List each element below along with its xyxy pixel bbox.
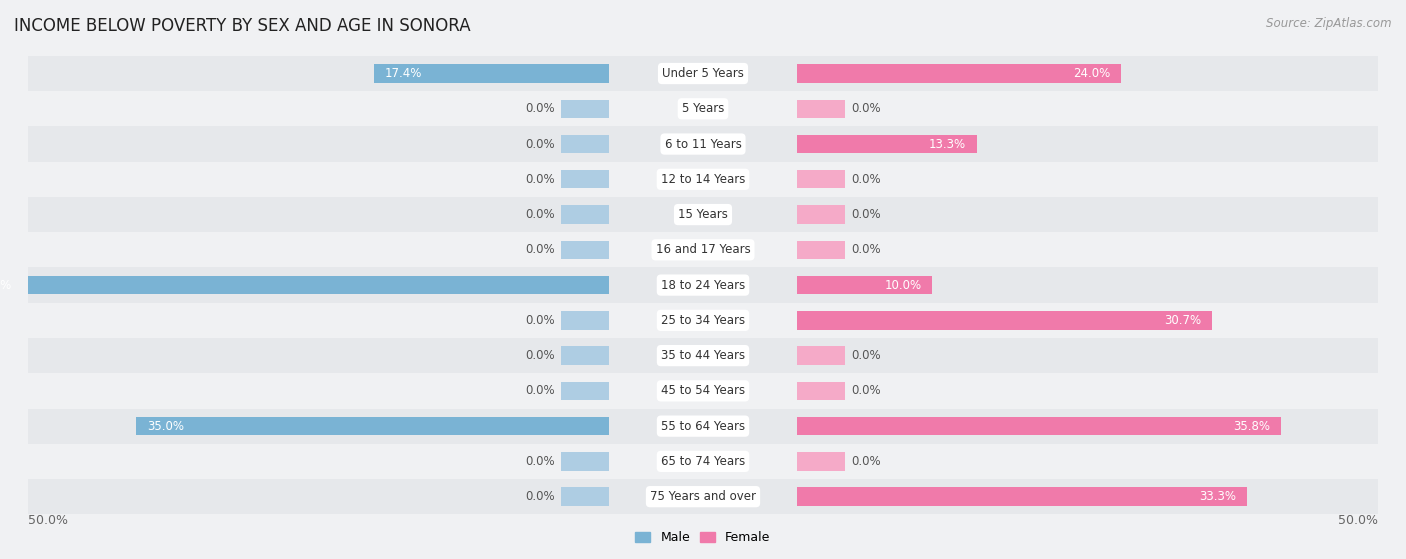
Bar: [797, 205, 845, 224]
Text: 35 to 44 Years: 35 to 44 Years: [661, 349, 745, 362]
Text: 15 Years: 15 Years: [678, 208, 728, 221]
Text: 0.0%: 0.0%: [524, 385, 554, 397]
Text: 30.7%: 30.7%: [1164, 314, 1201, 327]
Text: Under 5 Years: Under 5 Years: [662, 67, 744, 80]
Bar: [136, 417, 609, 435]
Bar: [797, 452, 845, 471]
Bar: [561, 311, 609, 329]
Bar: [561, 100, 609, 118]
Bar: [28, 162, 1378, 197]
Bar: [28, 373, 1378, 409]
Text: 10.0%: 10.0%: [884, 278, 922, 292]
Bar: [561, 170, 609, 188]
Text: 0.0%: 0.0%: [852, 243, 882, 257]
Text: Source: ZipAtlas.com: Source: ZipAtlas.com: [1267, 17, 1392, 30]
Bar: [797, 135, 977, 153]
Text: 45 to 54 Years: 45 to 54 Years: [661, 385, 745, 397]
Bar: [28, 197, 1378, 232]
Text: 5 Years: 5 Years: [682, 102, 724, 115]
Text: 17.4%: 17.4%: [384, 67, 422, 80]
Text: 0.0%: 0.0%: [852, 385, 882, 397]
Text: 0.0%: 0.0%: [524, 314, 554, 327]
Text: 33.3%: 33.3%: [1199, 490, 1236, 503]
Bar: [374, 64, 609, 83]
Bar: [797, 487, 1247, 506]
Text: 55 to 64 Years: 55 to 64 Years: [661, 420, 745, 433]
Text: 50.0%: 50.0%: [1339, 514, 1378, 527]
Bar: [797, 241, 845, 259]
Text: 0.0%: 0.0%: [524, 173, 554, 186]
Bar: [797, 170, 845, 188]
Bar: [28, 232, 1378, 267]
Bar: [561, 452, 609, 471]
Bar: [561, 347, 609, 365]
Text: 65 to 74 Years: 65 to 74 Years: [661, 455, 745, 468]
Bar: [28, 303, 1378, 338]
Text: 0.0%: 0.0%: [852, 102, 882, 115]
Bar: [797, 64, 1122, 83]
Bar: [561, 382, 609, 400]
Bar: [0, 276, 609, 294]
Bar: [28, 91, 1378, 126]
Text: 75 Years and over: 75 Years and over: [650, 490, 756, 503]
Bar: [797, 276, 932, 294]
Bar: [28, 409, 1378, 444]
Text: 0.0%: 0.0%: [524, 243, 554, 257]
Text: 0.0%: 0.0%: [852, 208, 882, 221]
Bar: [28, 56, 1378, 91]
Bar: [561, 135, 609, 153]
Bar: [797, 311, 1212, 329]
Text: 24.0%: 24.0%: [1073, 67, 1111, 80]
Bar: [28, 267, 1378, 303]
Bar: [28, 479, 1378, 514]
Text: 0.0%: 0.0%: [852, 173, 882, 186]
Text: 0.0%: 0.0%: [524, 208, 554, 221]
Legend: Male, Female: Male, Female: [630, 526, 776, 549]
Text: 12 to 14 Years: 12 to 14 Years: [661, 173, 745, 186]
Text: 18 to 24 Years: 18 to 24 Years: [661, 278, 745, 292]
Text: 0.0%: 0.0%: [524, 349, 554, 362]
Bar: [561, 241, 609, 259]
Text: 47.8%: 47.8%: [0, 278, 11, 292]
Text: 16 and 17 Years: 16 and 17 Years: [655, 243, 751, 257]
Text: 35.8%: 35.8%: [1233, 420, 1270, 433]
Text: 0.0%: 0.0%: [524, 138, 554, 150]
Bar: [561, 487, 609, 506]
Text: 6 to 11 Years: 6 to 11 Years: [665, 138, 741, 150]
Bar: [797, 417, 1281, 435]
Text: 0.0%: 0.0%: [524, 490, 554, 503]
Text: 25 to 34 Years: 25 to 34 Years: [661, 314, 745, 327]
Text: 0.0%: 0.0%: [524, 102, 554, 115]
Text: 13.3%: 13.3%: [929, 138, 966, 150]
Text: 0.0%: 0.0%: [852, 349, 882, 362]
Text: 0.0%: 0.0%: [852, 455, 882, 468]
Bar: [797, 382, 845, 400]
Bar: [561, 205, 609, 224]
Bar: [28, 126, 1378, 162]
Bar: [28, 338, 1378, 373]
Bar: [797, 347, 845, 365]
Text: INCOME BELOW POVERTY BY SEX AND AGE IN SONORA: INCOME BELOW POVERTY BY SEX AND AGE IN S…: [14, 17, 471, 35]
Bar: [797, 100, 845, 118]
Bar: [28, 444, 1378, 479]
Text: 50.0%: 50.0%: [28, 514, 67, 527]
Text: 0.0%: 0.0%: [524, 455, 554, 468]
Text: 35.0%: 35.0%: [146, 420, 184, 433]
